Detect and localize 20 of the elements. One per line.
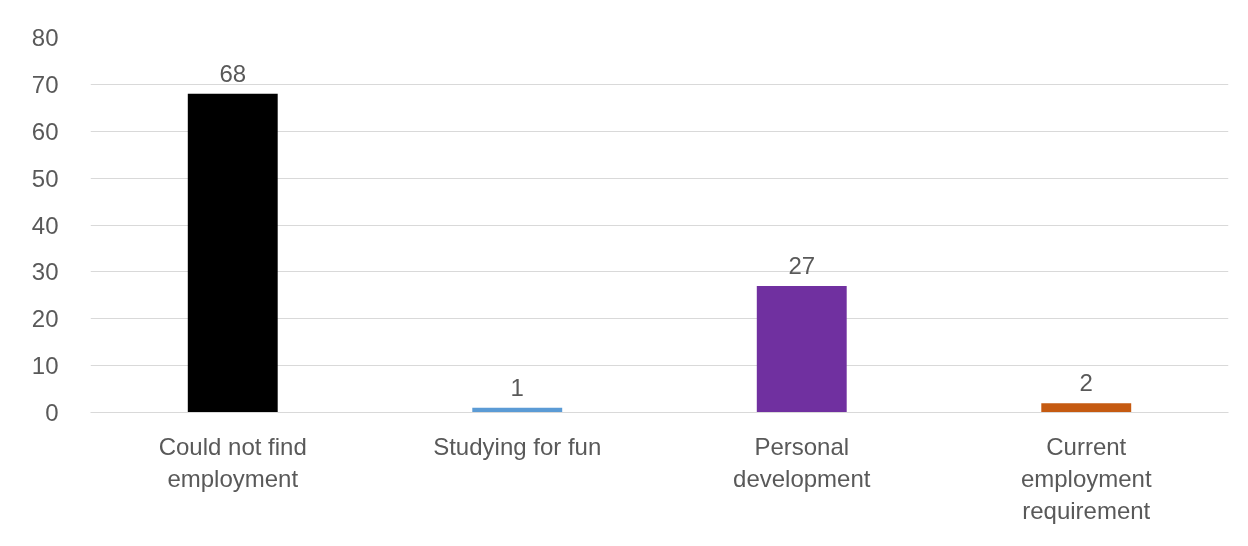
bar (756, 285, 847, 413)
y-tick-label: 10 (31, 352, 59, 380)
y-tick-label: 30 (31, 258, 59, 286)
y-tick-label: 20 (31, 305, 59, 333)
data-label: 27 (788, 251, 816, 279)
y-tick-label: 70 (31, 70, 59, 98)
data-label: 68 (219, 59, 247, 87)
x-tick-label: Personal development (733, 432, 871, 492)
x-tick-label: Current employment requirement (1020, 432, 1152, 525)
x-tick-label: Studying for fun (433, 432, 602, 460)
y-tick-label: 40 (31, 211, 59, 239)
bar (187, 93, 278, 413)
data-label: 2 (1079, 369, 1093, 397)
bar (1041, 403, 1132, 413)
x-tick-label: Could not find employment (158, 432, 307, 492)
y-tick-label: 60 (31, 117, 59, 145)
y-tick-label: 0 (45, 399, 59, 426)
data-label: 1 (510, 373, 524, 401)
y-tick-label: 50 (31, 164, 59, 192)
y-tick-label: 80 (31, 24, 59, 51)
